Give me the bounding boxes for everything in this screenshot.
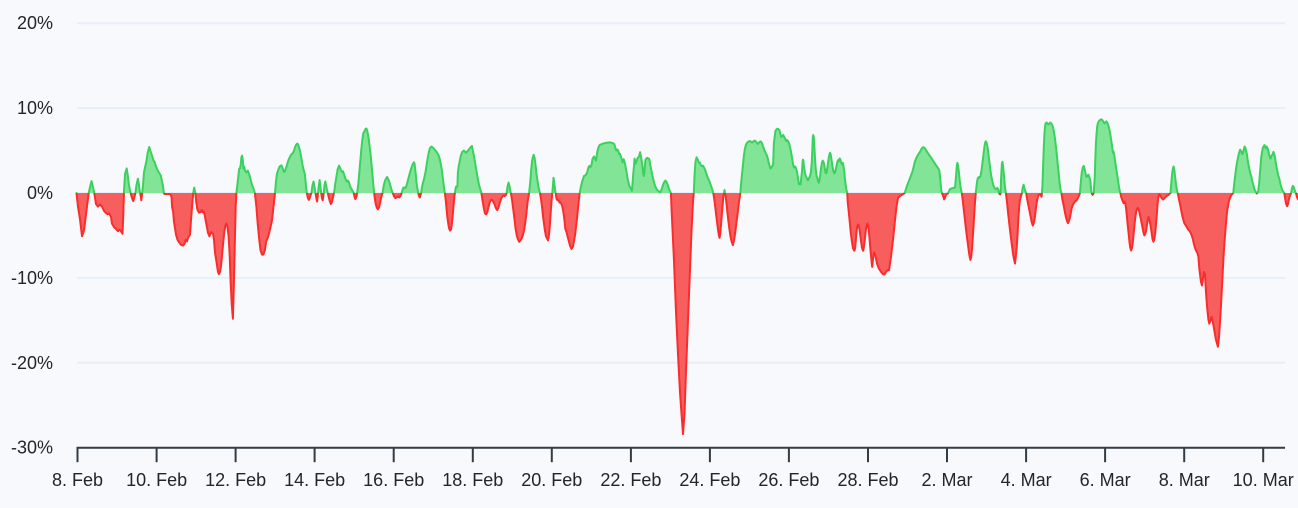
svg-text:4. Mar: 4. Mar <box>1001 470 1052 490</box>
svg-text:10%: 10% <box>17 98 53 118</box>
svg-text:8. Mar: 8. Mar <box>1159 470 1210 490</box>
svg-text:22. Feb: 22. Feb <box>600 470 661 490</box>
svg-text:26. Feb: 26. Feb <box>758 470 819 490</box>
svg-text:18. Feb: 18. Feb <box>442 470 503 490</box>
svg-text:10. Mar: 10. Mar <box>1233 470 1294 490</box>
svg-text:14. Feb: 14. Feb <box>284 470 345 490</box>
svg-text:2. Mar: 2. Mar <box>921 470 972 490</box>
svg-text:10. Feb: 10. Feb <box>126 470 187 490</box>
svg-text:12. Feb: 12. Feb <box>205 470 266 490</box>
svg-text:28. Feb: 28. Feb <box>837 470 898 490</box>
svg-text:-10%: -10% <box>11 268 53 288</box>
svg-text:16. Feb: 16. Feb <box>363 470 424 490</box>
svg-text:24. Feb: 24. Feb <box>679 470 740 490</box>
svg-text:-30%: -30% <box>11 438 53 458</box>
svg-text:20%: 20% <box>17 13 53 33</box>
svg-text:20. Feb: 20. Feb <box>521 470 582 490</box>
svg-text:8. Feb: 8. Feb <box>52 470 103 490</box>
svg-text:0%: 0% <box>27 183 53 203</box>
svg-text:6. Mar: 6. Mar <box>1080 470 1131 490</box>
svg-text:-20%: -20% <box>11 353 53 373</box>
